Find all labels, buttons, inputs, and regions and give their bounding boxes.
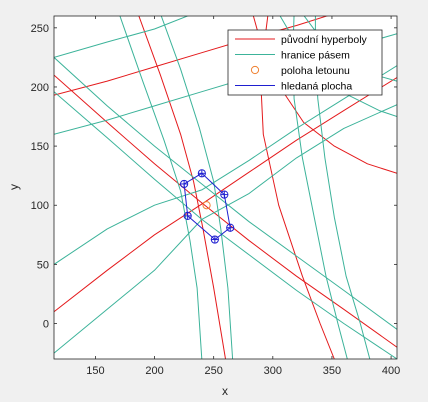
x-tick-label-4: 350 bbox=[323, 365, 341, 377]
ticks-layer: 150 200 250 300 350 400 0 50 100 150 200 250 bbox=[31, 16, 400, 377]
axes-box bbox=[53, 15, 398, 360]
legend-box bbox=[227, 29, 383, 96]
hyperbola-curve-1 bbox=[54, 16, 329, 96]
area-vertex-3 bbox=[210, 235, 219, 244]
hyperbola-curve-0 bbox=[54, 74, 397, 348]
legend-label-0: původní hyperboly bbox=[281, 34, 368, 46]
legend-entry-0: původní hyperboly bbox=[235, 34, 368, 46]
legend-symbol-2 bbox=[250, 65, 260, 75]
boundary-curve-5 bbox=[54, 16, 189, 58]
legend-label-2: poloha letounu bbox=[281, 65, 350, 77]
boundary-curve-1 bbox=[54, 91, 397, 359]
hyperbola-curve-2 bbox=[138, 16, 226, 359]
area-vertex-4 bbox=[183, 211, 192, 220]
area-vertex-1 bbox=[220, 190, 229, 199]
legend-entry-1: hranice pásem bbox=[235, 49, 350, 61]
y-tick-label-3: 150 bbox=[31, 141, 49, 153]
y-tick-label-1: 50 bbox=[37, 259, 49, 271]
aircraft-position-point bbox=[202, 201, 211, 210]
markers-layer bbox=[180, 169, 235, 244]
area-vertex-2 bbox=[226, 223, 235, 232]
boundary-curve-2 bbox=[119, 16, 203, 359]
boundary-curve-7 bbox=[54, 104, 397, 354]
hyperbola-curve-5 bbox=[54, 77, 397, 313]
legend-entry-2: poloha letounu bbox=[250, 65, 350, 77]
x-tick-label-2: 250 bbox=[204, 365, 222, 377]
legend-entry-3: hledaná plocha bbox=[235, 80, 352, 92]
legend-label-1: hranice pásem bbox=[281, 49, 350, 61]
y-axis-label: y bbox=[7, 184, 21, 190]
x-tick-label-1: 200 bbox=[145, 365, 163, 377]
legend: původní hyperboly hranice pásem poloha let… bbox=[227, 29, 383, 96]
x-tick-label-3: 300 bbox=[264, 365, 282, 377]
boundary-curve-6 bbox=[54, 65, 397, 265]
x-axis-label: x bbox=[222, 384, 228, 398]
boundary-curve-3 bbox=[160, 16, 234, 359]
x-tick-label-0: 150 bbox=[86, 365, 104, 377]
y-tick-label-2: 100 bbox=[31, 200, 49, 212]
area-vertex-0 bbox=[197, 169, 206, 178]
y-tick-label-0: 0 bbox=[43, 319, 49, 331]
legend-label-3: hledaná plocha bbox=[281, 80, 352, 92]
area-vertex-5 bbox=[180, 179, 189, 189]
y-tick-label-4: 200 bbox=[31, 82, 49, 94]
y-tick-label-5: 250 bbox=[31, 23, 49, 35]
x-tick-label-5: 400 bbox=[382, 365, 400, 377]
